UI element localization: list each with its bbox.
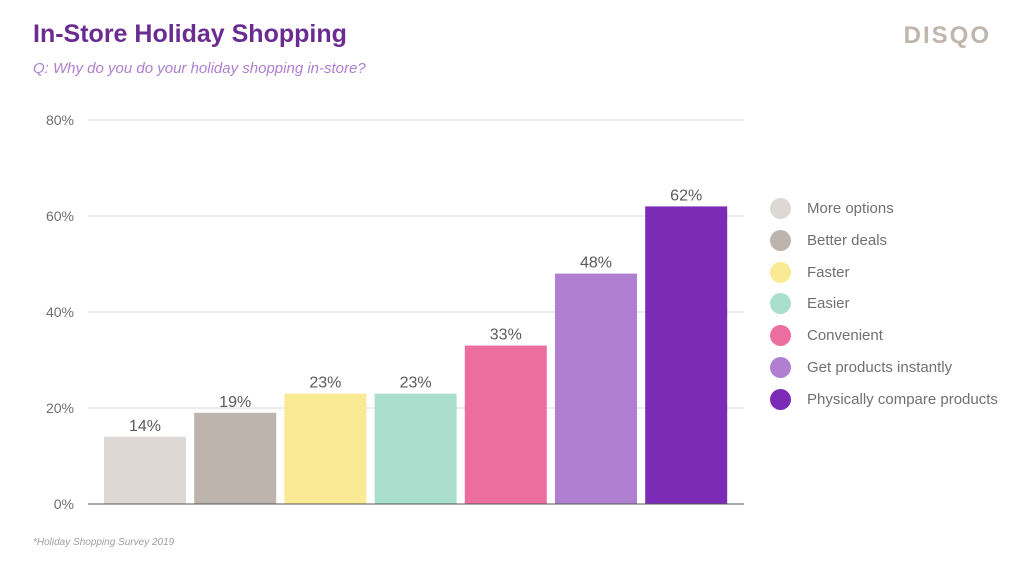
legend-label: Easier: [807, 295, 850, 313]
footnote: *Holiday Shopping Survey 2019: [33, 537, 175, 548]
legend-item: Convenient: [770, 324, 1010, 356]
legend-label: Faster: [807, 263, 850, 281]
legend-item: Better deals: [770, 229, 1010, 261]
bar-value-label: 48%: [580, 255, 612, 272]
legend-label: More options: [807, 200, 894, 217]
legend: More options Better deals Faster Easier Conv…: [770, 197, 1010, 420]
y-tick-label: 20%: [46, 400, 74, 416]
legend-swatch: [770, 325, 791, 347]
legend-label: Convenient: [807, 327, 883, 345]
legend-label: Better deals: [807, 231, 888, 249]
y-axis-ticks: 0% 20% 40% 60% 80%: [46, 112, 74, 512]
legend-item: Physically compare products: [770, 388, 1010, 420]
y-tick-label: 60%: [46, 208, 74, 224]
legend-swatch: [770, 356, 791, 378]
chart-title: In-Store Holiday Shopping: [33, 20, 347, 48]
disqo-logo: DISQO: [903, 22, 991, 49]
y-tick-label: 0%: [54, 496, 74, 512]
bar-value-label: 23%: [400, 375, 432, 392]
y-tick-label: 80%: [46, 112, 74, 128]
bar-value-label: 19%: [219, 394, 251, 411]
bar-value-label: 14%: [129, 418, 161, 435]
legend-item: Get products instantly: [770, 356, 1010, 388]
y-tick-label: 40%: [46, 304, 74, 320]
legend-item: Faster: [770, 261, 1010, 293]
bars: [104, 206, 728, 504]
legend-label: Get products instantly: [807, 358, 953, 376]
legend-swatch: [770, 388, 791, 410]
legend-item: More options: [770, 197, 1010, 229]
legend-swatch: [770, 261, 791, 283]
bar-value-label: 62%: [670, 187, 702, 204]
chart-subtitle: Q: Why do you do your holiday shopping i…: [33, 60, 366, 77]
bar-value-labels: 14% 19% 23% 23% 33% 48% 62%: [129, 187, 702, 434]
bar: [194, 412, 277, 504]
bar-value-label: 23%: [309, 375, 341, 392]
legend-swatch: [770, 293, 791, 315]
legend-label: Physically compare products: [807, 390, 998, 408]
bar: [464, 345, 547, 504]
bar: [374, 393, 457, 504]
bar: [555, 273, 637, 504]
legend-item: Easier: [770, 292, 1010, 324]
bar: [284, 393, 367, 504]
legend-swatch: [770, 198, 791, 219]
bar-value-label: 33%: [490, 327, 522, 344]
bar: [104, 436, 186, 504]
bar: [645, 206, 728, 504]
legend-swatch: [770, 229, 791, 251]
